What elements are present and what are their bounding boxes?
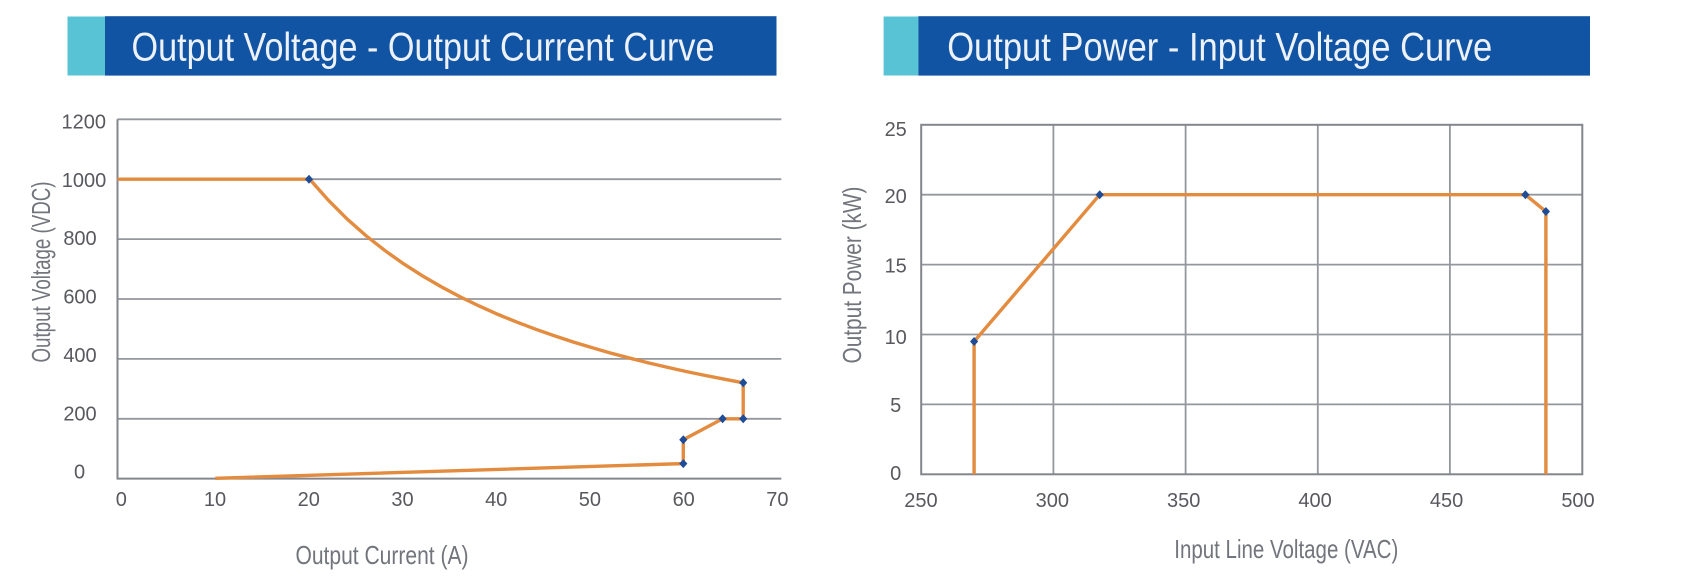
svg-text:50: 50 [579, 489, 601, 511]
svg-text:0: 0 [890, 463, 901, 485]
svg-text:1200: 1200 [62, 111, 107, 133]
svg-text:Output Power (kW): Output Power (kW) [837, 187, 867, 364]
svg-text:Output Voltage (VDC): Output Voltage (VDC) [26, 182, 56, 363]
svg-text:25: 25 [885, 119, 907, 141]
svg-text:400: 400 [63, 345, 96, 367]
svg-text:450: 450 [1430, 490, 1463, 512]
svg-text:250: 250 [904, 490, 937, 512]
svg-text:5: 5 [890, 395, 901, 417]
svg-text:0: 0 [74, 462, 85, 484]
svg-text:30: 30 [391, 489, 413, 511]
svg-text:20: 20 [298, 489, 320, 511]
svg-text:60: 60 [673, 489, 695, 511]
svg-text:Output Power - Input Voltage C: Output Power - Input Voltage Curve [947, 26, 1492, 70]
svg-text:10: 10 [204, 489, 226, 511]
svg-text:500: 500 [1561, 490, 1594, 512]
svg-text:200: 200 [63, 403, 96, 425]
svg-text:350: 350 [1167, 490, 1200, 512]
svg-text:70: 70 [766, 489, 788, 511]
svg-text:400: 400 [1298, 490, 1331, 512]
svg-text:300: 300 [1036, 490, 1069, 512]
svg-text:Output Current (A): Output Current (A) [296, 540, 469, 570]
svg-text:15: 15 [885, 255, 907, 277]
svg-text:800: 800 [63, 228, 96, 250]
svg-text:0: 0 [116, 489, 127, 511]
svg-text:20: 20 [885, 186, 907, 208]
svg-text:Input Line Voltage (VAC): Input Line Voltage (VAC) [1174, 534, 1398, 564]
svg-text:40: 40 [485, 489, 507, 511]
svg-text:Output Voltage - Output Curren: Output Voltage - Output Current Curve [132, 26, 715, 70]
svg-text:1000: 1000 [62, 170, 107, 192]
svg-text:10: 10 [885, 327, 907, 349]
svg-text:600: 600 [63, 287, 96, 309]
